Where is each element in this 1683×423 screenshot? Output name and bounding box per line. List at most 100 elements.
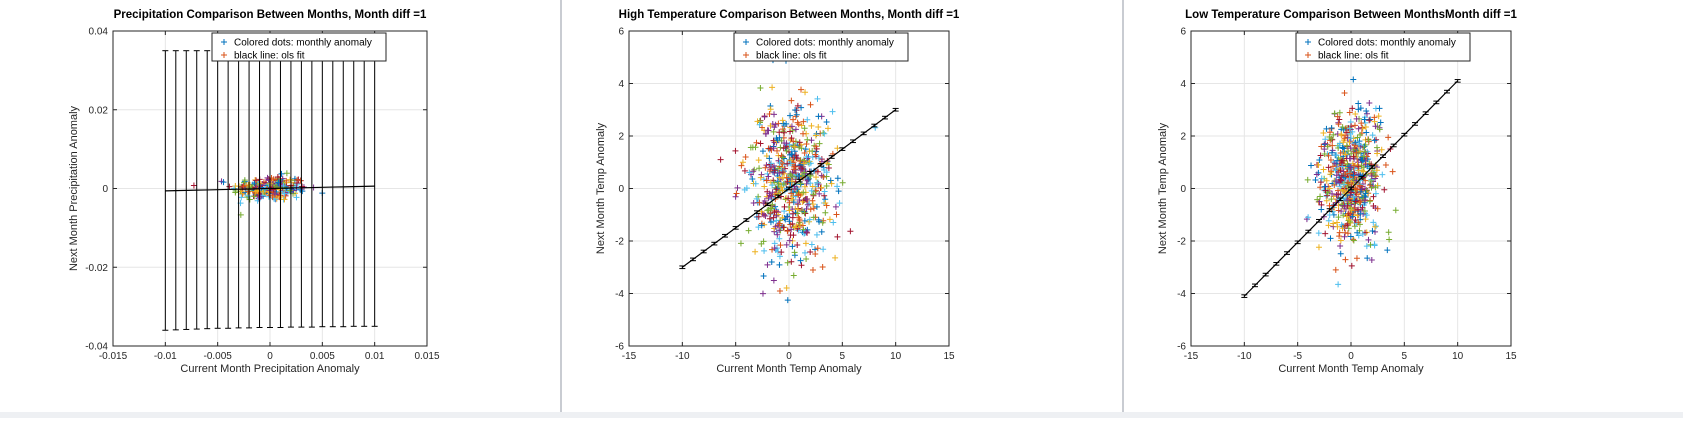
scatter-point [1366,100,1373,107]
scatter-point [791,166,798,173]
scatter-point [1363,212,1370,219]
scatter-point [807,249,814,256]
scatter-point [814,168,821,175]
scatter-point [1361,208,1368,215]
scatter-point [297,177,304,184]
scatter-point [1331,110,1338,117]
scatter-point [786,141,793,148]
y-tick-label: 0 [618,184,624,195]
scatter-point [283,177,290,184]
scatter-point [806,200,813,207]
scatter-point [1361,148,1368,155]
scatter-point [780,224,787,231]
scatter-point [775,165,782,172]
scatter-point [1346,180,1353,187]
x-tick-label: 0 [786,351,792,362]
legend-marker [221,52,227,58]
scatter-point [761,247,768,254]
legend-entry: black line: ols fit [1318,51,1389,62]
scatter-point [1343,213,1350,220]
scatter-point [803,153,810,160]
scatter-point [797,257,804,264]
legend-marker [1305,52,1311,58]
scatter-point [776,159,783,166]
scatter-point [794,206,801,213]
scatter-point [732,193,739,200]
y-ticks: -6 -4 -2 0 2 4 6 [615,27,949,353]
scatter-point [1338,201,1345,208]
scatter-point [1342,229,1349,236]
scatter-point [813,145,820,152]
scatter-point [788,97,795,104]
scatter-point [788,226,795,233]
scatter-point [1339,124,1346,131]
scatter-point [783,174,790,181]
scatter-point [266,192,273,199]
scatter-point [1338,131,1345,138]
scatter-point [814,179,821,186]
high-temperature-chart: -15 -10 -5 0 5 10 15 -6 -4 -2 0 2 4 6 High Temperature… [595,9,960,375]
scatter-point [1321,146,1328,153]
x-tick-label: -0.015 [99,351,128,362]
scatter-point [800,130,807,137]
legend: Colored dots: monthly anomaly black line:… [211,32,387,62]
y-tick-label: 6 [1180,27,1186,38]
scatter-point [808,241,815,248]
scatter-point [825,165,832,172]
scatter-point [812,151,819,158]
scatter-point [760,238,767,245]
scatter-point [752,180,759,187]
scatter-point [835,188,842,195]
scatter-point [755,224,762,231]
scatter-point [802,89,809,96]
scatter-point [762,164,769,171]
scatter-point [765,173,772,180]
legend-marker [1305,39,1311,45]
scatter-point [812,250,819,257]
scatter-point [807,180,814,187]
x-tick-label: -15 [1184,351,1199,362]
scatter-point [1326,129,1333,136]
scatter-point [771,209,778,216]
x-axis-label: Current Month Temp Anomaly [1278,363,1424,375]
scatter-point [1348,150,1355,157]
scatter-point [1364,156,1371,163]
scatter-point [1327,171,1334,178]
scatter-point [821,130,828,137]
scatter-point [805,175,812,182]
scatter-point [800,118,807,125]
scatter-point [792,152,799,159]
scatter-point [804,136,811,143]
scatter-point [1342,171,1349,178]
scatter-point [798,86,805,93]
scatter-point [823,183,830,190]
scatter-point [1332,167,1339,174]
scatter-point [1315,162,1322,169]
scatter-point [1336,109,1343,116]
scatter-point [1338,208,1345,215]
scatter-point [1352,142,1359,149]
scatter-point [1351,197,1358,204]
scatter-point [777,144,784,151]
scatter-point [1373,136,1380,143]
scatter-point [1375,113,1382,120]
scatter-point [812,143,819,150]
legend-entry: black line: ols fit [756,51,827,62]
y-tick-label: 6 [618,27,624,38]
scatter-point [799,198,806,205]
scatter-point [759,148,766,155]
scatter-point [1346,139,1353,146]
scatter-point [801,217,808,224]
scatter-point [816,190,823,197]
scatter-point [794,102,801,109]
scatter-point [287,176,294,183]
y-ticks: -0.04 -0.02 0 0.02 0.04 [85,27,427,353]
scatter-point [1389,168,1396,175]
scatter-point [1366,198,1373,205]
scatter-point [1346,125,1353,132]
y-tick-label: -0.02 [85,263,108,274]
y-tick-label: 2 [1180,132,1186,143]
scatter-point [790,142,797,149]
scatter-point [794,242,801,249]
scatter-point [761,113,768,120]
